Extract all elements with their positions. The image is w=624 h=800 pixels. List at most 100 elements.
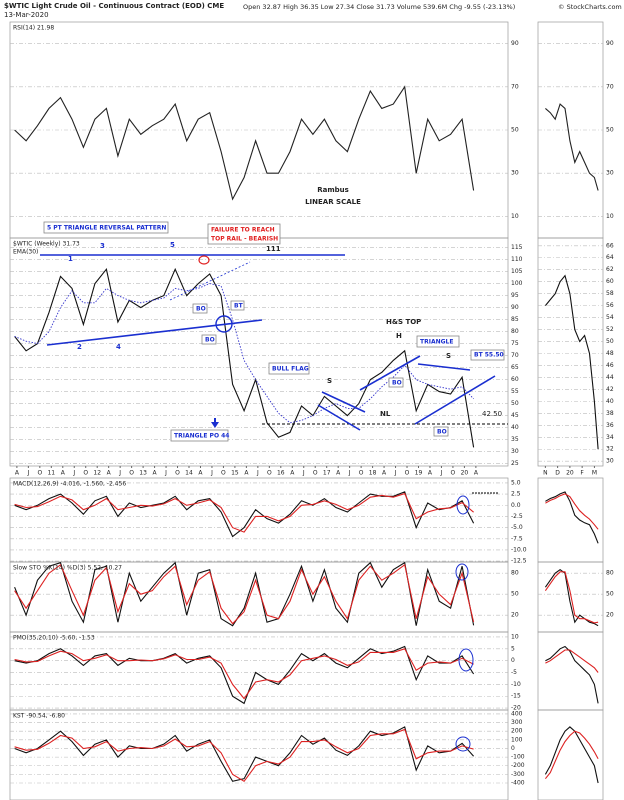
series-line: [14, 283, 474, 424]
y-tick-label: 100: [511, 280, 523, 287]
trend-line: [169, 261, 251, 301]
series-line: [545, 649, 599, 673]
x-tick-label: A: [244, 470, 249, 477]
series-line: [544, 274, 599, 450]
legend-entry: RSI(14) 21.98: [13, 25, 54, 32]
trend-line: [417, 363, 471, 371]
annotation: S: [446, 352, 451, 360]
x-tick-label: O: [405, 470, 410, 477]
label-box: [470, 349, 505, 361]
x-tick-label: O: [83, 470, 88, 477]
y-tick-label: 30: [606, 170, 614, 177]
date: 13-Mar-2020: [4, 11, 49, 19]
x-tick-label: A: [153, 470, 158, 477]
y-tick-label: 50: [606, 127, 614, 134]
trend-line: [46, 319, 263, 346]
x-tick-label: O: [267, 470, 272, 477]
marker-circle: [455, 563, 469, 581]
x-tick-label: 20: [461, 470, 469, 477]
series-line: [14, 563, 475, 625]
annotation: H: [396, 332, 402, 340]
y-tick-label: 60: [606, 278, 614, 285]
y-tick-label: 90: [511, 304, 519, 311]
x-tick-label: J: [394, 470, 397, 477]
y-tick-label: 80: [511, 570, 519, 577]
panel-frame: [537, 237, 604, 467]
series-line: [545, 491, 599, 544]
y-tick-label: -5: [511, 669, 517, 676]
x-tick-label: O: [129, 470, 134, 477]
y-tick-label: 40: [511, 424, 519, 431]
x-tick-label: M: [592, 470, 597, 477]
legend-entry: Slow STO %K(14) %D(3) 5.52, 10.27: [13, 565, 122, 572]
y-tick-label: 80: [606, 570, 614, 577]
x-tick-label: 20: [566, 470, 574, 477]
y-tick-label: 10: [511, 633, 519, 640]
legend-entry: MACD(12,26,9) -4.016, -1.560, -2.456: [13, 481, 126, 488]
series-line: [14, 728, 474, 783]
y-tick-label: 2.5: [511, 491, 521, 498]
y-tick-label: 50: [606, 338, 614, 345]
annotation: S: [327, 377, 332, 385]
x-tick-label: O: [221, 470, 226, 477]
label-box: [170, 429, 229, 442]
y-tick-label: -7.5: [511, 535, 523, 542]
x-tick-label: O: [37, 470, 42, 477]
series-line: [545, 103, 599, 191]
annotation: BT 55.50: [474, 352, 504, 359]
series-line: [544, 569, 599, 627]
y-tick-label: 50: [606, 591, 614, 598]
annotation: 1: [68, 255, 73, 263]
x-tick-label: A: [428, 470, 433, 477]
y-tick-label: 34: [606, 434, 614, 441]
y-tick-label: 20: [606, 612, 614, 619]
x-tick-label: J: [164, 470, 167, 477]
series-line: [14, 492, 474, 533]
annotation: 3: [100, 242, 105, 250]
annotation: BO: [392, 380, 402, 387]
annotation: TRIANGLE PO 44: [174, 433, 229, 440]
annotation: H&S TOP: [386, 318, 421, 326]
y-tick-label: 65: [511, 364, 519, 371]
y-tick-label: -5.0: [511, 524, 523, 531]
annotation: TOP RAIL - BEARISH: [211, 236, 278, 243]
marker-circle: [456, 495, 470, 515]
y-tick-label: 66: [606, 242, 614, 249]
series-line: [14, 491, 475, 538]
x-tick-label: O: [359, 470, 364, 477]
label-box: [192, 303, 208, 314]
y-tick-label: 0: [511, 745, 515, 752]
x-tick-label: 11: [47, 470, 55, 477]
x-tick-label: A: [15, 470, 20, 477]
series-line: [544, 726, 599, 784]
y-tick-label: -20: [511, 705, 521, 712]
x-tick-label: J: [118, 470, 121, 477]
y-tick-label: 110: [511, 256, 523, 263]
label-box: [388, 377, 404, 388]
y-tick-label: 46: [606, 362, 614, 369]
annotation: 4: [116, 343, 121, 351]
annotation: BO: [196, 306, 206, 313]
x-tick-label: O: [175, 470, 180, 477]
series-line: [14, 726, 475, 782]
series-line: [544, 730, 599, 780]
label-box: [201, 334, 217, 345]
x-tick-label: J: [210, 470, 213, 477]
series-line: [14, 267, 475, 448]
series-line: [14, 85, 475, 201]
y-tick-label: 32: [606, 446, 614, 453]
legend-entry: $WTIC (Weekly) 31.73: [13, 241, 80, 248]
series-line: [545, 645, 599, 704]
y-tick-label: 70: [511, 83, 519, 90]
marker-circle: [198, 255, 210, 265]
annotation: BULL FLAG: [272, 366, 309, 373]
x-tick-label: O: [451, 470, 456, 477]
label-box: [207, 223, 281, 245]
marker-circle: [455, 736, 471, 752]
y-tick-label: -300: [511, 771, 525, 778]
y-tick-label: 52: [606, 326, 614, 333]
y-tick-label: 90: [511, 40, 519, 47]
series-line: [545, 493, 599, 530]
y-tick-label: 10: [511, 213, 519, 220]
